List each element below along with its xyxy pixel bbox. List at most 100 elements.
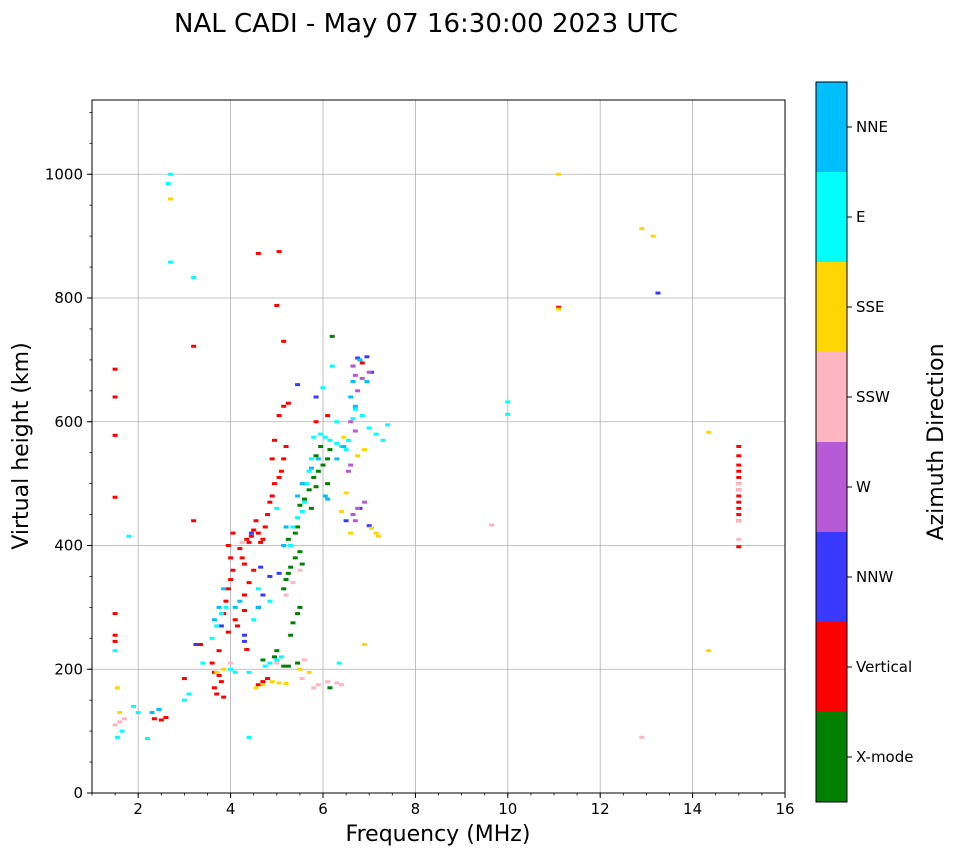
data-point [112,649,118,653]
data-point [260,680,266,684]
colorbar-segment [816,622,847,712]
chart-title: NAL CADI - May 07 16:30:00 2023 UTC [174,9,678,39]
data-point [225,630,231,634]
data-point [325,414,331,418]
grid [92,100,785,793]
data-point [343,519,349,523]
data-point [334,457,340,461]
data-point [251,618,257,622]
data-point [225,587,231,591]
data-point [260,593,266,597]
data-point [237,547,243,551]
colorbar-label: SSE [856,298,885,316]
x-tick-label: 16 [775,800,794,818]
data-point [295,525,301,529]
data-point [211,618,217,622]
data-point [223,599,229,603]
data-point [375,534,381,538]
colorbar-label: X-mode [856,748,913,766]
data-point [288,633,294,637]
data-point [168,197,174,201]
data-point [292,531,298,535]
data-point [290,621,296,625]
data-point [135,711,141,715]
data-point [258,565,264,569]
data-point [235,624,241,628]
data-point [639,735,645,739]
data-point [241,562,247,566]
data-point [283,578,289,582]
data-point [308,506,314,510]
data-point [200,661,206,665]
data-point [186,692,192,696]
data-point [736,494,742,498]
x-tick-label: 2 [133,800,143,818]
data-point [267,599,273,603]
data-point [325,497,331,501]
data-point [281,664,287,668]
data-point [355,454,361,458]
data-point [285,401,291,405]
data-point [216,649,222,653]
data-point [269,457,275,461]
data-point [288,565,294,569]
data-point [276,250,282,254]
colorbar-label: NNW [856,568,893,586]
data-point [117,711,123,715]
data-point [168,260,174,264]
series-e [112,172,511,741]
data-point [218,680,224,684]
data-point [281,544,287,547]
y-axis-label: Virtual height (km) [9,342,34,549]
data-point [260,683,266,687]
colorbar-segment [816,262,847,352]
data-point [302,500,308,504]
data-point [218,624,224,628]
data-point [274,658,280,662]
data-point [706,430,712,434]
data-point [290,581,296,585]
data-point [362,500,368,504]
data-point [364,355,370,359]
data-point [348,420,354,424]
data-point [276,681,282,685]
data-point [556,307,562,311]
data-point [283,525,289,529]
data-point [239,556,245,560]
data-point [181,698,187,702]
x-axis-ticks: 2 4 6 8 10 12 14 16 [91,793,795,818]
x-tick-label: 6 [318,800,328,818]
data-point [131,704,137,708]
data-point [274,661,280,665]
y-tick-label: 1000 [45,165,83,183]
data-point [336,661,342,665]
data-point [311,686,317,690]
data-point [359,376,365,380]
data-point [366,370,372,374]
data-point [114,686,120,690]
x-tick-label: 14 [683,800,702,818]
data-point [355,356,361,360]
data-point [216,605,222,609]
data-point [359,414,365,418]
data-point [283,681,289,685]
data-point [241,608,247,612]
data-point [302,497,308,501]
data-point [304,482,310,486]
series-ssw [112,482,742,739]
data-point [241,593,247,597]
data-point [230,568,236,572]
data-point [246,581,252,585]
data-point [271,482,277,486]
data-point [352,429,358,433]
data-point [244,647,250,651]
data-point [295,383,301,387]
data-point [315,683,321,687]
data-point [114,735,120,739]
data-point [241,639,247,643]
data-point [650,234,656,238]
data-point [295,612,301,616]
data-point [313,485,319,489]
data-point [121,717,127,721]
data-point [260,658,266,662]
